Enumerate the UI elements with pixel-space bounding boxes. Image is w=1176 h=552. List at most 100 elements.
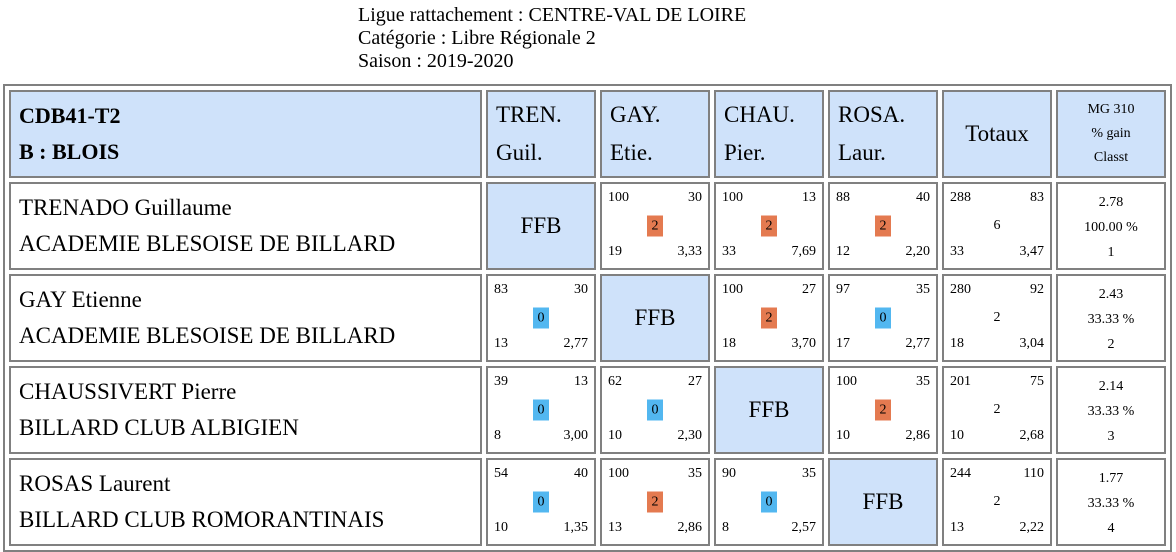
player-name: GAY Etienne <box>19 287 142 312</box>
average: 2,20 <box>905 244 931 259</box>
ffb-cell: FFB <box>714 366 824 454</box>
team-name: B : BLOIS <box>19 139 120 164</box>
stats-cell: 2.78 100.00 % 1 <box>1056 182 1166 270</box>
player-club: ACADEMIE BLESOISE DE BILLARD <box>19 231 396 256</box>
innings: 13 <box>494 336 508 351</box>
player-club: ACADEMIE BLESOISE DE BILLARD <box>19 323 396 348</box>
total-innings: 13 <box>950 520 964 535</box>
ffb-cell: FFB <box>828 458 938 546</box>
column-header-4: ROSA. Laur. <box>828 90 938 178</box>
match-score-badge: 0 <box>533 307 549 329</box>
table-row: GAY Etienne ACADEMIE BLESOISE DE BILLARD 8… <box>9 274 1166 362</box>
high-run: 35 <box>916 282 930 297</box>
match-score-badge: 0 <box>647 399 663 421</box>
rank: 3 <box>1107 429 1115 444</box>
column-header-2: GAY. Etie. <box>600 90 710 178</box>
player-cell: TRENADO Guillaume ACADEMIE BLESOISE DE BI… <box>9 182 482 270</box>
points: 100 <box>722 190 743 205</box>
match-cell: 90 35 0 8 2,57 <box>714 458 824 546</box>
player-club: BILLARD CLUB ALBIGIEN <box>19 415 299 440</box>
league-line: Ligue rattachement : CENTRE-VAL DE LOIRE <box>358 4 747 26</box>
total-score: 2 <box>993 494 1001 509</box>
match-score-badge: 2 <box>875 399 891 421</box>
high-run: 30 <box>574 282 588 297</box>
innings: 10 <box>608 428 622 443</box>
stats-cell: 2.14 33.33 % 3 <box>1056 366 1166 454</box>
points: 88 <box>836 190 850 205</box>
match-cell: 39 13 0 8 3,00 <box>486 366 596 454</box>
table-row: CHAUSSIVERT Pierre BILLARD CLUB ALBIGIEN 3… <box>9 366 1166 454</box>
match-cell: 100 30 2 19 3,33 <box>600 182 710 270</box>
team-code: CDB41-T2 <box>19 103 121 128</box>
total-score: 2 <box>993 310 1001 325</box>
innings: 33 <box>722 244 736 259</box>
innings: 18 <box>722 336 736 351</box>
totals-cell: 288 83 6 33 3,47 <box>942 182 1052 270</box>
match-cell: 97 35 0 17 2,77 <box>828 274 938 362</box>
ffb-cell: FFB <box>600 274 710 362</box>
total-high-run: 75 <box>1030 374 1044 389</box>
totals-cell: 201 75 2 10 2,68 <box>942 366 1052 454</box>
innings: 17 <box>836 336 850 351</box>
column-header-1: TREN. Guil. <box>486 90 596 178</box>
general-average: 1.77 <box>1098 471 1124 486</box>
points: 83 <box>494 282 508 297</box>
match-score-badge: 0 <box>533 491 549 513</box>
total-points: 288 <box>950 190 971 205</box>
match-cell: 62 27 0 10 2,30 <box>600 366 710 454</box>
average: 3,00 <box>563 428 589 443</box>
innings: 12 <box>836 244 850 259</box>
match-cell: 83 30 0 13 2,77 <box>486 274 596 362</box>
high-run: 40 <box>916 190 930 205</box>
stats-cell: 1.77 33.33 % 4 <box>1056 458 1166 546</box>
total-high-run: 110 <box>1023 466 1044 481</box>
match-score-badge: 0 <box>761 491 777 513</box>
general-average: 2.78 <box>1098 195 1124 210</box>
match-score-badge: 2 <box>761 215 777 237</box>
average: 2,57 <box>791 520 817 535</box>
high-run: 13 <box>802 190 816 205</box>
team-header-cell: CDB41-T2 B : BLOIS <box>9 90 482 178</box>
high-run: 27 <box>688 374 702 389</box>
average: 3,33 <box>677 244 703 259</box>
results-table: CDB41-T2 B : BLOIS TREN. Guil. GAY. Etie… <box>3 84 1172 552</box>
high-run: 35 <box>802 466 816 481</box>
totals-cell: 244 110 2 13 2,22 <box>942 458 1052 546</box>
points: 90 <box>722 466 736 481</box>
gain-percent: 33.33 % <box>1087 312 1135 327</box>
points: 100 <box>608 190 629 205</box>
total-score: 2 <box>993 402 1001 417</box>
column-header-3: CHAU. Pier. <box>714 90 824 178</box>
totals-cell: 280 92 2 18 3,04 <box>942 274 1052 362</box>
match-score-badge: 0 <box>533 399 549 421</box>
stats-cell: 2.43 33.33 % 2 <box>1056 274 1166 362</box>
gain-percent: 33.33 % <box>1087 496 1135 511</box>
points: 39 <box>494 374 508 389</box>
season-line: Saison : 2019-2020 <box>358 50 514 72</box>
high-run: 35 <box>688 466 702 481</box>
average: 7,69 <box>791 244 817 259</box>
match-cell: 100 27 2 18 3,70 <box>714 274 824 362</box>
table-row: ROSAS Laurent BILLARD CLUB ROMORANTINAIS 5… <box>9 458 1166 546</box>
general-average: 2.43 <box>1098 287 1124 302</box>
total-innings: 33 <box>950 244 964 259</box>
player-name: TRENADO Guillaume <box>19 195 232 220</box>
match-cell: 100 35 2 10 2,86 <box>828 366 938 454</box>
general-average: 2.14 <box>1098 379 1124 394</box>
match-cell: 100 13 2 33 7,69 <box>714 182 824 270</box>
match-score-badge: 2 <box>761 307 777 329</box>
totals-header: Totaux <box>942 90 1052 178</box>
average: 3,70 <box>791 336 817 351</box>
points: 97 <box>836 282 850 297</box>
points: 100 <box>722 282 743 297</box>
innings: 13 <box>608 520 622 535</box>
match-score-badge: 0 <box>875 307 891 329</box>
total-average: 2,68 <box>1019 428 1045 443</box>
player-cell: GAY Etienne ACADEMIE BLESOISE DE BILLARD <box>9 274 482 362</box>
table-header-row: CDB41-T2 B : BLOIS TREN. Guil. GAY. Etie… <box>9 90 1166 178</box>
total-points: 201 <box>950 374 971 389</box>
innings: 8 <box>722 520 729 535</box>
table-row: TRENADO Guillaume ACADEMIE BLESOISE DE BI… <box>9 182 1166 270</box>
gain-percent: 33.33 % <box>1087 404 1135 419</box>
ffb-cell: FFB <box>486 182 596 270</box>
